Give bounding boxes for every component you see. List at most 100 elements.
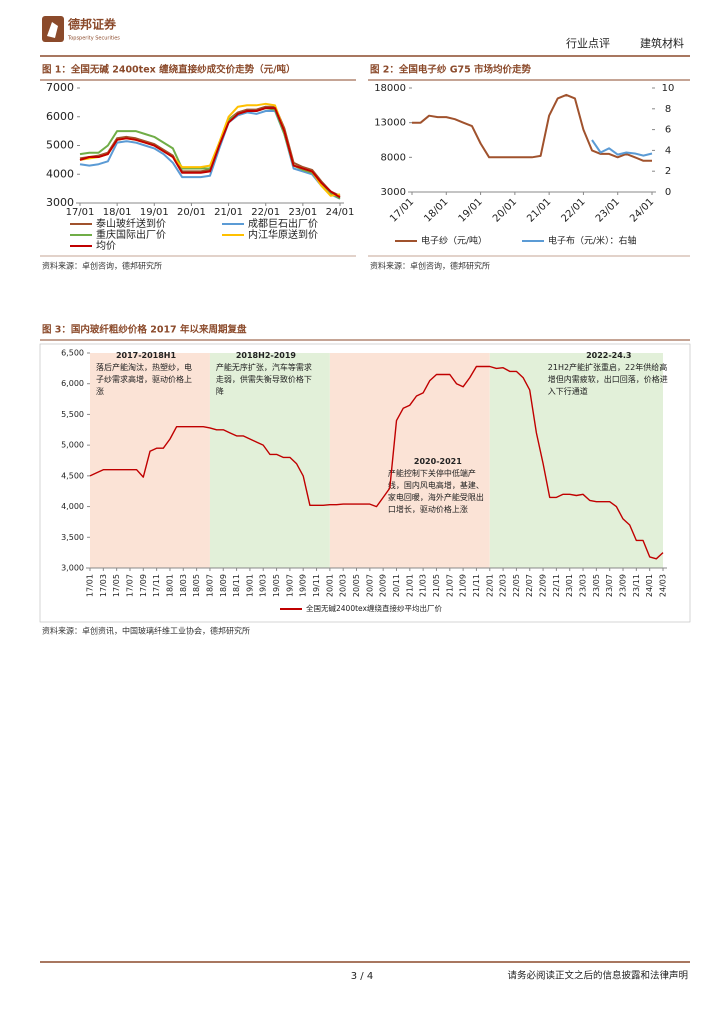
- logo-mark: [47, 22, 58, 38]
- chart-frame: [39, 343, 691, 623]
- x-tick-label: 18/07: [205, 574, 214, 597]
- y-tick-label: 18000: [374, 83, 406, 94]
- period-note-text: 2017-2018H1 落后产能淘汰，热塑纱，电子纱需求高增，驱动价格上涨: [96, 350, 196, 398]
- y-tick-label: 3,000: [61, 564, 84, 573]
- legend-label: 泰山玻纤送到价: [96, 217, 166, 230]
- x-tick-label: 24/01: [628, 196, 656, 224]
- y-tick-label: 4: [665, 145, 671, 156]
- y-tick-label: 3000: [46, 196, 74, 209]
- x-tick-label: 23/05: [592, 574, 601, 597]
- series-line: [79, 102, 341, 197]
- x-tick-label: 17/01: [388, 196, 416, 224]
- x-tick-label: 20/01: [325, 574, 334, 597]
- x-tick-label: 22/09: [539, 574, 548, 597]
- legend-label: 电子布（元/米）：右轴: [548, 235, 637, 247]
- y-tick-label: 8: [665, 104, 671, 115]
- period-title: 2022-24.3: [586, 351, 632, 360]
- y-tick-label: 6,000: [61, 379, 84, 388]
- x-tick-label: 18/05: [192, 574, 201, 597]
- x-tick-label: 18/09: [219, 574, 228, 597]
- x-tick-label: 23/01: [594, 196, 622, 224]
- x-tick-label: 21/11: [472, 574, 481, 597]
- x-tick-label: 22/03: [499, 574, 508, 597]
- period-text: 21H2产能扩张重启，22年供给高增但内需疲软，出口回落，价格进入下行通道: [547, 363, 668, 396]
- series-line: [79, 107, 341, 199]
- x-tick-label: 17/01: [66, 207, 95, 218]
- x-tick-label: 17/11: [152, 574, 161, 597]
- report-type: 行业点评: [566, 37, 610, 50]
- x-tick-label: 20/11: [392, 574, 401, 597]
- y-tick-label: 5000: [46, 139, 74, 152]
- x-tick-label: 23/09: [619, 574, 628, 597]
- period-title: 2018H2-2019: [235, 351, 296, 360]
- period-text: 落后产能淘汰，热塑纱，电子纱需求高增，驱动价格上涨: [96, 363, 192, 396]
- figure-title: 图 1：全国无碱 2400tex 缠绕直接纱成交价走势（元/吨）: [42, 64, 296, 76]
- x-tick-label: 19/01: [457, 196, 485, 224]
- x-tick-label: 22/01: [485, 574, 494, 597]
- x-tick-label: 22/11: [552, 574, 561, 597]
- x-tick-label: 21/03: [419, 574, 428, 597]
- period-text: 产能控制下关停中低端产线，国内风电高增，基建、家电回暖，海外产能受限出口增长，驱…: [387, 469, 484, 514]
- x-tick-label: 20/07: [365, 574, 374, 597]
- legend-label: 内江华原送到价: [248, 228, 318, 241]
- y-tick-label: 3000: [381, 187, 406, 198]
- x-tick-label: 21/01: [405, 574, 414, 597]
- y-tick-label: 0: [665, 187, 671, 198]
- disclaimer: 请务必阅读正文之后的信息披露和法律声明: [507, 970, 688, 982]
- y-tick-label: 4000: [46, 167, 74, 180]
- x-tick-label: 17/05: [112, 574, 121, 597]
- y-tick-label: 6000: [46, 110, 74, 123]
- x-tick-label: 22/05: [512, 574, 521, 597]
- sector: 建筑材料: [640, 36, 684, 50]
- x-tick-label: 19/05: [272, 574, 281, 597]
- y-tick-label: 6,500: [61, 349, 84, 358]
- x-tick-label: 18/01: [103, 207, 132, 218]
- x-tick-label: 19/11: [312, 574, 321, 597]
- x-tick-label: 23/03: [579, 574, 588, 597]
- x-tick-label: 17/07: [125, 574, 134, 597]
- x-tick-label: 17/03: [99, 574, 108, 597]
- x-tick-label: 17/09: [139, 574, 148, 597]
- x-tick-label: 20/09: [379, 574, 388, 597]
- x-tick-label: 20/03: [339, 574, 348, 597]
- x-tick-label: 24/03: [659, 574, 668, 597]
- x-tick-label: 19/01: [245, 574, 254, 597]
- period-title: 2017-2018H1: [115, 351, 177, 360]
- period-note: 2018H2-2019 产能无序扩张，汽车等需求走弱，供需失衡导致价格下降: [216, 351, 312, 396]
- x-tick-label: 17/01: [86, 574, 95, 597]
- legend-label: 电子纱（元/吨）: [421, 235, 487, 247]
- x-tick-label: 21/01: [525, 196, 553, 224]
- period-band: [329, 353, 490, 568]
- period-note-text: 2022-24.3 21H2产能扩张重启，22年供给高增但内需疲软，出口回落，价格…: [548, 350, 670, 398]
- x-tick-label: 18/11: [232, 574, 241, 597]
- x-tick-label: 19/01: [140, 207, 169, 218]
- x-tick-label: 21/09: [459, 574, 468, 597]
- y-tick-label: 8000: [381, 152, 406, 163]
- period-note-text: 2020-2021 产能控制下关停中低端产线，国内风电高增，基建、家电回暖，海外产…: [388, 456, 488, 516]
- legend-label: 全国无碱2400tex缠绕直接纱平均出厂价: [306, 603, 442, 613]
- x-tick-label: 21/07: [445, 574, 454, 597]
- source: 资料来源：卓创咨询，德邦研究所: [42, 261, 162, 271]
- period-note: 2020-2021 产能控制下关停中低端产线，国内风电高增，基建、家电回暖，海外产…: [388, 456, 488, 516]
- series-line: [79, 110, 341, 200]
- x-tick-label: 18/01: [165, 574, 174, 597]
- x-tick-label: 18/03: [179, 574, 188, 597]
- y-tick-label: 6: [665, 125, 671, 136]
- series-line: [79, 107, 341, 200]
- period-band: [489, 353, 663, 568]
- figure-title: 图 3：国内玻纤粗纱价格 2017 年以来周期复盘: [42, 324, 247, 336]
- x-tick-label: 22/01: [251, 207, 280, 218]
- y-tick-label: 10: [662, 83, 675, 94]
- x-tick-label: 22/01: [560, 196, 588, 224]
- y-tick-label: 13000: [374, 118, 406, 129]
- x-tick-label: 19/09: [299, 574, 308, 597]
- x-tick-label: 20/01: [491, 196, 519, 224]
- y-tick-label: 3,500: [61, 533, 84, 542]
- source: 资料来源：卓创资讯，中国玻璃纤维工业协会，德邦研究所: [42, 626, 250, 636]
- period-note: 2022-24.3 21H2产能扩张重启，22年供给高增但内需疲软，出口回落，价格…: [548, 350, 670, 398]
- y-tick-label: 4,500: [61, 471, 84, 480]
- figure-title: 图 2：全国电子纱 G75 市场均价走势: [370, 64, 532, 76]
- period-note: 2017-2018H1 落后产能淘汰，热塑纱，电子纱需求高增，驱动价格上涨: [96, 350, 196, 398]
